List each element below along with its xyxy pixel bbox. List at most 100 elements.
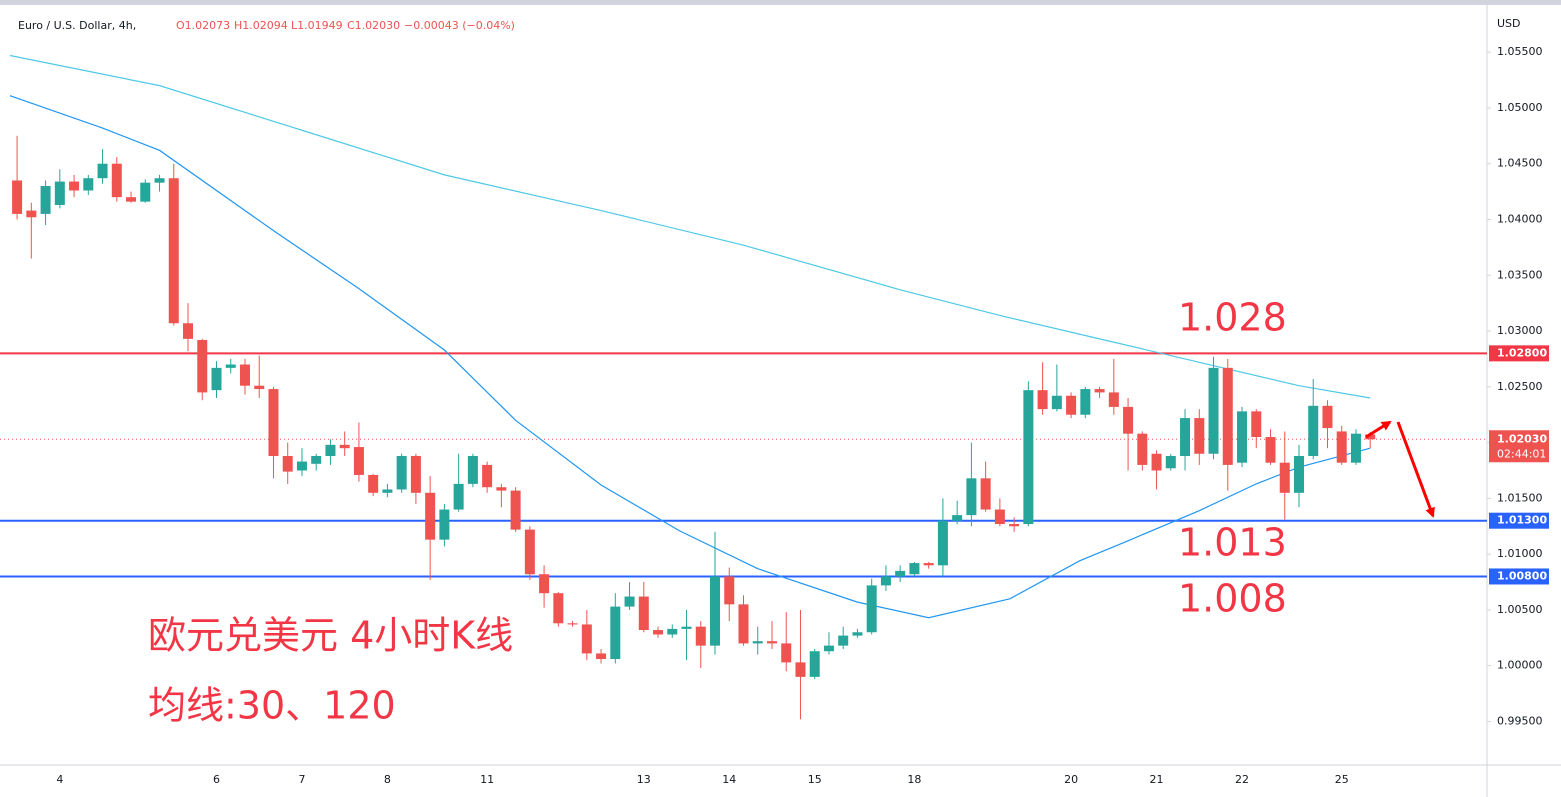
candle-body bbox=[282, 455, 293, 472]
last-price-label: 1.02030 bbox=[1497, 432, 1547, 445]
candle-body bbox=[710, 576, 721, 646]
candle-body bbox=[296, 461, 307, 471]
level-label: 1.00800 bbox=[1497, 569, 1547, 582]
candle-body bbox=[1279, 462, 1290, 493]
candle-body bbox=[1123, 406, 1134, 434]
candle-body bbox=[1237, 411, 1248, 463]
x-tick-label: 8 bbox=[384, 773, 391, 786]
candle-body bbox=[339, 444, 350, 449]
ohlc-value: O1.02073 bbox=[176, 19, 230, 32]
candle-body bbox=[809, 651, 820, 677]
moving-average bbox=[9, 54, 1371, 399]
last-price-badge bbox=[1489, 430, 1549, 463]
y-tick-label: 1.01500 bbox=[1497, 491, 1543, 504]
candle-body bbox=[1336, 431, 1347, 463]
x-tick-label: 18 bbox=[907, 773, 921, 786]
candle-body bbox=[467, 455, 478, 484]
y-tick-label: 1.05500 bbox=[1497, 45, 1543, 58]
x-tick-label: 6 bbox=[213, 773, 220, 786]
level-badge bbox=[1489, 512, 1549, 529]
candle-body bbox=[1165, 455, 1176, 469]
candle-body bbox=[781, 643, 792, 663]
x-tick-label: 13 bbox=[637, 773, 651, 786]
level-note: 1.028 bbox=[1178, 296, 1287, 340]
candle-body bbox=[40, 186, 51, 214]
candle-body bbox=[638, 596, 649, 631]
candle-body bbox=[410, 455, 421, 493]
candle-body bbox=[937, 520, 948, 566]
level-badge bbox=[1489, 345, 1549, 362]
y-tick-label: 1.03000 bbox=[1497, 324, 1543, 337]
annotation: 均线:30、120 bbox=[148, 684, 396, 728]
candle-body bbox=[1365, 434, 1376, 440]
plot-area bbox=[0, 54, 1487, 720]
x-tick-label: 21 bbox=[1150, 773, 1164, 786]
candle-body bbox=[923, 563, 934, 566]
candle-body bbox=[140, 182, 151, 202]
candle-body bbox=[524, 529, 535, 575]
ohlc-value: L1.01949 bbox=[291, 19, 343, 32]
candle-body bbox=[482, 464, 493, 488]
candle-body bbox=[1251, 411, 1262, 438]
y-tick-label: 1.00000 bbox=[1497, 659, 1543, 672]
ohlc-value: H1.02094 bbox=[234, 19, 288, 32]
candle-body bbox=[211, 367, 222, 391]
candle-body bbox=[1293, 455, 1304, 493]
candle-body bbox=[766, 641, 777, 644]
candle-body bbox=[382, 489, 393, 493]
candle-body bbox=[197, 339, 208, 393]
candle-body bbox=[1009, 524, 1020, 527]
candle-body bbox=[69, 181, 80, 191]
candle-body bbox=[311, 455, 322, 464]
candle-body bbox=[667, 628, 678, 635]
candle-body bbox=[1222, 367, 1233, 465]
candle-body bbox=[681, 626, 692, 629]
candle-body bbox=[1151, 453, 1162, 471]
level-label: 1.01300 bbox=[1497, 514, 1547, 527]
y-tick-label: 1.03500 bbox=[1497, 268, 1543, 281]
candle-body bbox=[239, 364, 250, 386]
moving-average bbox=[9, 95, 1371, 619]
candle-body bbox=[168, 178, 179, 324]
candle-body bbox=[624, 596, 635, 607]
candle-body bbox=[1180, 418, 1191, 456]
x-tick-label: 7 bbox=[298, 773, 305, 786]
candle-body bbox=[852, 632, 863, 636]
candle-body bbox=[1137, 433, 1148, 465]
candle-body bbox=[496, 487, 507, 491]
candle-body bbox=[1322, 405, 1333, 429]
candle-body bbox=[126, 197, 137, 202]
arrow bbox=[1365, 420, 1392, 439]
candle-body bbox=[1350, 433, 1361, 463]
candle-body bbox=[966, 478, 977, 516]
candle-body bbox=[553, 593, 564, 624]
arrow bbox=[1396, 421, 1435, 518]
candle-body bbox=[994, 509, 1005, 525]
y-tick-label: 1.02500 bbox=[1497, 380, 1543, 393]
candle-body bbox=[724, 576, 735, 605]
candle-body bbox=[909, 563, 920, 575]
candle-body bbox=[425, 492, 436, 540]
candle-body bbox=[1080, 389, 1091, 415]
candle-body bbox=[596, 653, 607, 660]
candle-body bbox=[368, 474, 379, 493]
candle-body bbox=[567, 623, 578, 625]
level-note: 1.008 bbox=[1178, 577, 1287, 621]
symbol-title: Euro / U.S. Dollar, 4h, bbox=[18, 19, 136, 32]
candle-body bbox=[1308, 405, 1319, 456]
candle-body bbox=[1194, 418, 1205, 454]
candle-body bbox=[653, 630, 664, 635]
x-tick-label: 22 bbox=[1235, 773, 1249, 786]
candle-body bbox=[1094, 389, 1105, 393]
currency: USD bbox=[1497, 17, 1521, 30]
candle-body bbox=[610, 606, 621, 660]
candle-body bbox=[439, 509, 450, 540]
candle-body bbox=[952, 515, 963, 521]
y-tick-label: 1.04500 bbox=[1497, 157, 1543, 170]
candle-body bbox=[880, 576, 891, 586]
x-tick-label: 20 bbox=[1064, 773, 1078, 786]
ohlc-value: C1.02030 bbox=[347, 19, 400, 32]
candle-body bbox=[539, 574, 550, 594]
